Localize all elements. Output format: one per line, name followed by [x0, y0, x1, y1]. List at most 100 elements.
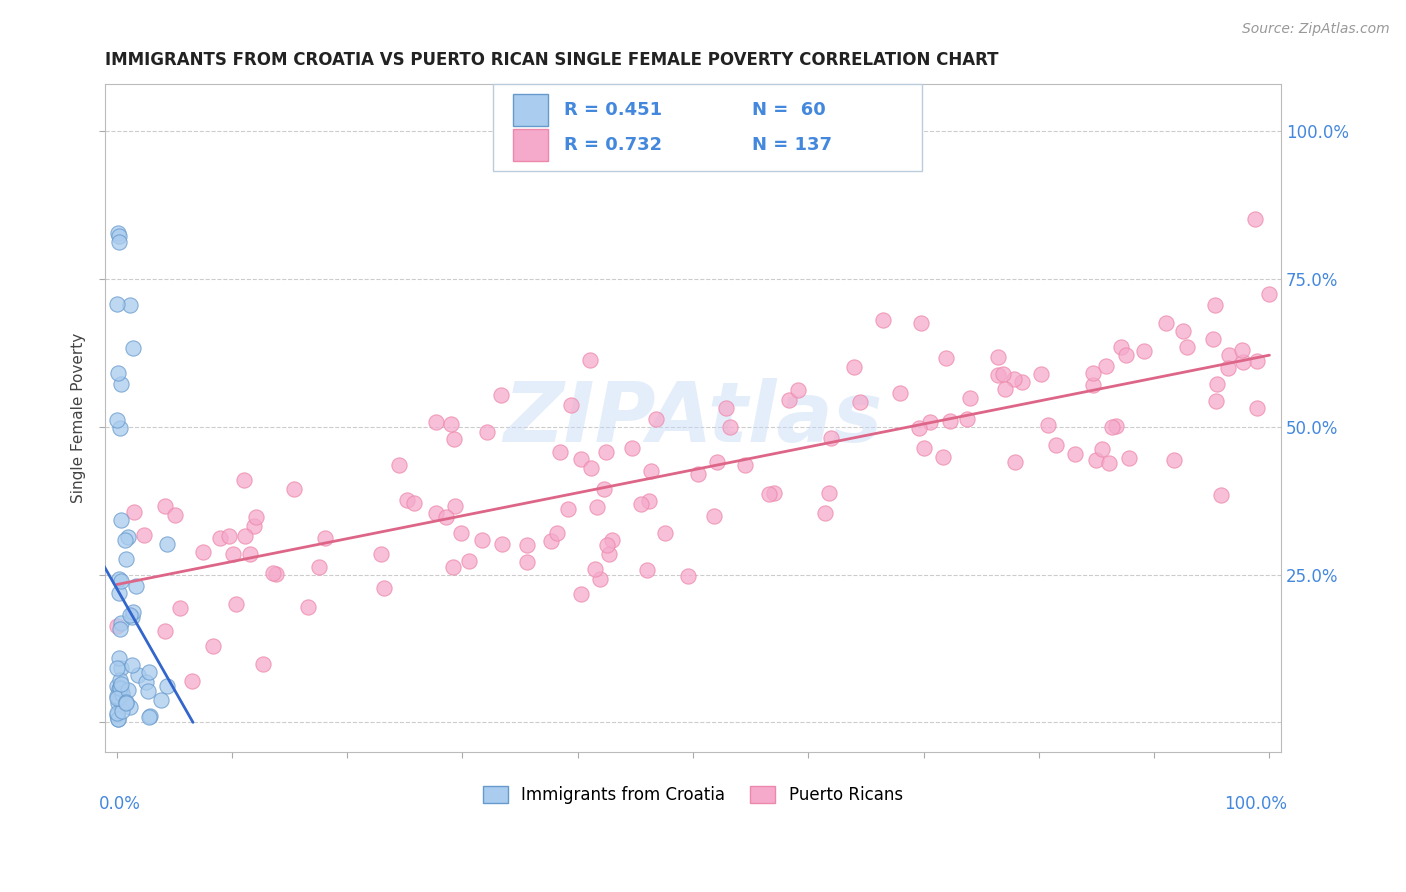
Point [156, 679, 179, 693]
Point [110, 376, 132, 391]
Point [1094, 359, 1116, 373]
Point [108, 686, 131, 700]
Point [440, 417, 463, 431]
Point [471, 533, 494, 548]
Point [138, 665, 160, 680]
Point [122, 605, 145, 619]
Point [1204, 298, 1226, 312]
Point [910, 316, 932, 330]
Point [105, 708, 128, 723]
Point [181, 674, 204, 689]
Point [373, 582, 395, 596]
Point [105, 691, 128, 706]
Point [1175, 341, 1198, 355]
Point [571, 452, 593, 467]
Point [540, 533, 562, 548]
Text: N = 137: N = 137 [752, 136, 832, 154]
Point [115, 552, 138, 566]
Point [443, 499, 465, 513]
Point [108, 681, 131, 695]
Point [595, 445, 617, 459]
Point [1029, 368, 1052, 382]
Point [1206, 377, 1229, 392]
Point [262, 566, 284, 581]
Bar [513, 129, 548, 161]
Point [640, 464, 662, 478]
Point [243, 519, 266, 533]
Point [589, 572, 612, 586]
Point [600, 533, 623, 548]
Point [516, 555, 538, 569]
Text: R = 0.732: R = 0.732 [564, 136, 662, 154]
Point [1004, 455, 1026, 469]
Point [475, 425, 498, 439]
Point [762, 485, 785, 500]
Point [108, 650, 131, 665]
Point [135, 675, 157, 690]
Point [233, 529, 256, 543]
Point [630, 497, 652, 511]
Point [644, 411, 666, 425]
Point [108, 680, 131, 694]
Point [110, 686, 132, 700]
Point [239, 547, 262, 561]
Point [1101, 420, 1123, 434]
Point [548, 444, 571, 458]
Point [956, 412, 979, 426]
Point [1081, 366, 1104, 380]
Legend: Immigrants from Croatia, Puerto Ricans: Immigrants from Croatia, Puerto Ricans [477, 779, 910, 810]
Point [425, 506, 447, 520]
Point [232, 473, 254, 487]
Point [139, 709, 162, 723]
Point [1091, 442, 1114, 457]
Point [654, 526, 676, 541]
Point [121, 658, 143, 673]
Point [111, 686, 134, 700]
Point [458, 554, 481, 568]
Point [848, 395, 870, 409]
Point [889, 386, 911, 401]
Point [111, 704, 134, 718]
Point [156, 537, 179, 551]
Point [138, 710, 160, 724]
Point [1098, 456, 1121, 470]
Point [820, 431, 842, 445]
Text: ZIPAtlas: ZIPAtlas [503, 377, 883, 458]
Point [1081, 377, 1104, 392]
Point [778, 392, 800, 407]
Point [191, 545, 214, 559]
Point [818, 486, 841, 500]
Point [125, 579, 148, 593]
Point [1109, 341, 1132, 355]
FancyBboxPatch shape [494, 84, 922, 171]
Point [1257, 287, 1279, 301]
Point [105, 297, 128, 311]
Point [598, 547, 620, 561]
Point [105, 618, 128, 632]
Point [932, 450, 955, 465]
Point [110, 661, 132, 675]
Point [596, 538, 619, 552]
Point [107, 227, 129, 241]
Point [297, 599, 319, 614]
Point [266, 566, 288, 581]
Point [583, 562, 606, 576]
Point [1002, 372, 1025, 386]
Point [107, 712, 129, 726]
Point [1246, 401, 1268, 416]
Point [388, 458, 411, 473]
Point [560, 398, 582, 412]
Point [987, 368, 1010, 382]
Point [450, 525, 472, 540]
Point [758, 487, 780, 501]
Point [935, 351, 957, 366]
Point [703, 509, 725, 524]
Point [1133, 343, 1156, 358]
Point [1218, 347, 1240, 361]
Point [153, 624, 176, 639]
Point [105, 689, 128, 703]
Text: R = 0.451: R = 0.451 [564, 101, 662, 119]
Point [918, 415, 941, 429]
Point [1232, 343, 1254, 358]
Point [872, 312, 894, 326]
